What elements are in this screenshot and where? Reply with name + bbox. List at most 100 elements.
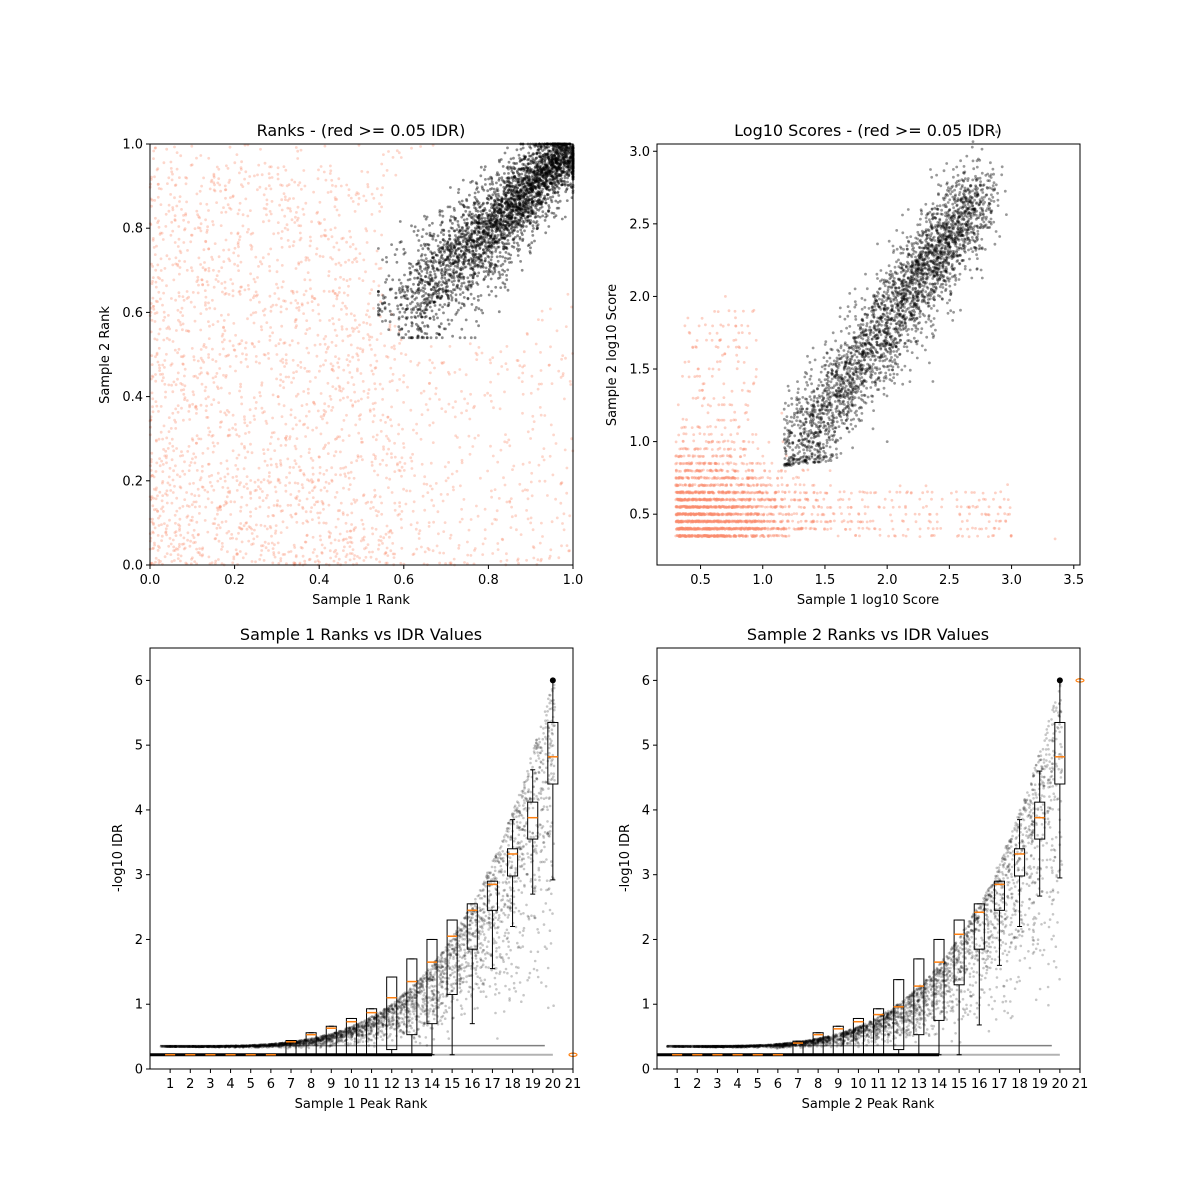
rank-point-low xyxy=(382,445,385,449)
rank-point-low xyxy=(365,321,369,325)
rank-point-low xyxy=(262,353,266,356)
rank-point-low xyxy=(330,340,334,344)
rank-point-low xyxy=(320,543,324,547)
rank-point-low xyxy=(391,156,395,159)
rank-point-low xyxy=(333,292,337,295)
rank-point-low xyxy=(368,335,371,339)
rank-point-low xyxy=(244,197,248,201)
rank-point-low xyxy=(210,474,214,477)
rank-point-high xyxy=(498,255,502,258)
rank-point-low xyxy=(348,535,351,539)
rank-point-low xyxy=(227,248,231,252)
rank-point-low xyxy=(211,220,215,223)
rank-point-high xyxy=(451,222,454,225)
rank-point-low xyxy=(277,478,281,482)
rank-point-low xyxy=(232,251,236,255)
rank-point-low xyxy=(299,455,303,458)
rank-point-low xyxy=(350,552,354,555)
rank-point-high xyxy=(425,297,429,300)
rank-point-low xyxy=(320,500,324,503)
rank-point-high xyxy=(415,268,419,272)
rank-point-high xyxy=(390,287,394,291)
rank-point-low xyxy=(162,161,166,165)
rank-point-low xyxy=(334,262,338,266)
rank-point-low xyxy=(190,557,193,561)
rank-point-low xyxy=(249,496,253,500)
rank-point-low xyxy=(228,178,232,182)
rank-point-low xyxy=(233,262,237,266)
rank-point-low xyxy=(269,480,273,484)
rank-point-low xyxy=(333,328,337,332)
rank-point-low xyxy=(356,367,359,371)
rank-point-low xyxy=(316,333,320,337)
rank-point-low xyxy=(211,347,214,351)
rank-point-high xyxy=(464,252,468,256)
rank-point-high xyxy=(506,146,509,150)
rank-point-low xyxy=(398,342,401,345)
rank-point-low xyxy=(390,346,394,349)
rank-point-low xyxy=(272,553,276,557)
rank-point-low xyxy=(254,507,258,510)
rank-point-low xyxy=(219,189,223,193)
rank-point-low xyxy=(349,399,353,402)
rank-point-low xyxy=(486,469,489,473)
rank-point-high xyxy=(458,229,461,233)
rank-point-low xyxy=(342,537,346,541)
rank-point-low xyxy=(181,383,184,386)
rank-point-low xyxy=(171,340,175,343)
rank-point-low xyxy=(568,549,571,553)
rank-point-low xyxy=(287,183,291,187)
rank-point-low xyxy=(273,485,277,489)
rank-point-low xyxy=(207,353,211,356)
rank-point-high xyxy=(420,335,424,339)
rank-point-low xyxy=(335,334,339,337)
rank-point-low xyxy=(151,410,155,414)
rank-point-low xyxy=(234,423,237,426)
rank-point-low xyxy=(156,549,160,552)
rank-point-low xyxy=(330,409,333,412)
rank-point-low xyxy=(159,203,163,207)
rank-point-low xyxy=(390,379,394,383)
rank-point-low xyxy=(276,541,280,545)
rank-point-high xyxy=(490,206,493,210)
rank-point-low xyxy=(199,366,203,370)
rank-point-low xyxy=(302,473,306,477)
rank-point-low xyxy=(361,440,364,444)
rank-point-low xyxy=(305,403,309,406)
rank-point-low xyxy=(224,502,228,506)
rank-point-high xyxy=(452,283,455,287)
rank-point-low xyxy=(199,229,203,233)
rank-point-low xyxy=(490,522,494,526)
rank-point-low xyxy=(181,322,185,326)
rank-point-low xyxy=(243,446,247,450)
rank-point-low xyxy=(353,314,356,317)
rank-point-low xyxy=(196,376,200,380)
rank-point-low xyxy=(362,535,366,539)
rank-point-low xyxy=(489,361,492,365)
rank-point-low xyxy=(153,146,157,150)
rank-point-low xyxy=(282,299,285,303)
rank-point-low xyxy=(521,365,524,369)
rank-point-low xyxy=(150,391,154,395)
rank-point-low xyxy=(531,528,535,532)
rank-point-low xyxy=(372,307,375,310)
rank-point-low xyxy=(358,417,362,421)
rank-point-low xyxy=(417,532,421,535)
rank-point-low xyxy=(444,479,448,483)
rank-point-low xyxy=(249,209,252,213)
rank-point-low xyxy=(392,556,396,559)
rank-point-low xyxy=(345,553,349,556)
rank-point-low xyxy=(325,421,329,425)
rank-point-high xyxy=(551,178,555,182)
rank-point-low xyxy=(245,475,249,478)
rank-point-low xyxy=(172,545,176,549)
rank-point-low xyxy=(287,375,291,379)
rank-point-low xyxy=(500,537,504,541)
rank-point-low xyxy=(305,346,309,350)
rank-point-low xyxy=(362,559,366,562)
rank-point-low xyxy=(337,539,341,542)
rank-point-low xyxy=(154,216,157,220)
rank-point-low xyxy=(379,193,383,197)
rank-point-high xyxy=(525,166,529,170)
rank-point-low xyxy=(162,338,166,342)
